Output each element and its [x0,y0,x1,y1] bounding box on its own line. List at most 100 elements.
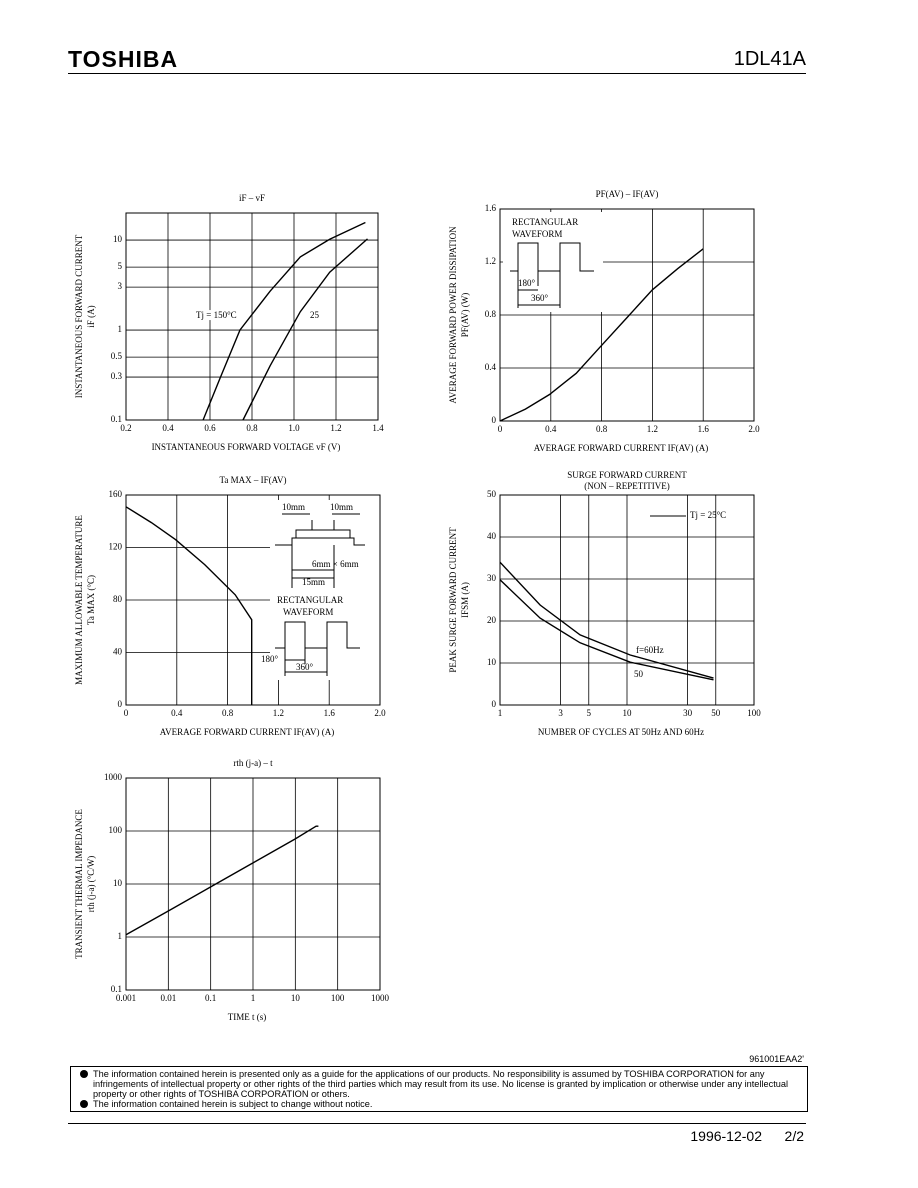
annotation: 10mm [282,502,305,512]
y-tick-label: 1000 [104,772,123,782]
x-tick-label: 1.4 [372,423,384,433]
x-tick-label: 10 [291,993,301,1003]
y-tick-label: 0.1 [111,414,122,424]
date: 1996-12-02 [690,1128,762,1144]
doc-code: 961001EAA2' [749,1054,804,1064]
annotation: RECTANGULAR [277,595,343,605]
y-tick-label: 10 [487,657,497,667]
y-tick-label: 0.3 [111,371,123,381]
plot-frame [499,494,755,706]
x-tick-label: 0.1 [205,993,216,1003]
x-axis-label: INSTANTANEOUS FORWARD VOLTAGE vF (V) [152,442,341,452]
y-tick-label: 10 [113,234,123,244]
y-tick-label: 1 [118,324,123,334]
curve [499,579,714,681]
diagram-line [275,529,365,546]
page-number: 2/2 [784,1128,804,1144]
y-tick-label: 0.1 [111,984,122,994]
x-tick-label: 0.8 [222,708,234,718]
y-tick-label: 1 [118,931,123,941]
y-axis-label: PF(AV) (W) [460,293,470,338]
x-tick-label: 0.001 [116,993,136,1003]
y-tick-label: 0.5 [111,351,123,361]
curve [125,825,319,936]
x-tick-label: 0.8 [246,423,258,433]
x-tick-label: 1.6 [324,708,336,718]
annotation: 360° [531,293,549,303]
plot-frame [499,208,755,422]
y-tick-label: 40 [113,647,123,657]
curve [242,238,368,421]
x-tick-label: 1.2 [330,423,341,433]
curve [125,506,253,705]
curve-label: Tj = 150°C [196,310,237,320]
y-tick-label: 10 [113,878,123,888]
y-tick-label: 160 [109,489,123,499]
label-bg [633,669,645,680]
y-axis-label: INSTANTANEOUS FORWARD CURRENT [74,234,84,398]
inset-area [503,212,603,312]
x-tick-label: 0.01 [160,993,176,1003]
chart-title: SURGE FORWARD CURRENT [567,470,687,480]
curve [499,248,704,422]
x-tick-label: 0.6 [204,423,216,433]
y-tick-label: 3 [118,281,123,291]
chart-subtitle: (NON – REPETITIVE) [584,481,669,491]
y-axis-label: TRANSIENT THERMAL IMPEDANCE [74,809,84,959]
y-axis-label: Ta MAX (°C) [86,575,96,625]
annotation: 180° [518,278,536,288]
y-tick-label: 120 [109,542,123,552]
x-axis-label: TIME t (s) [228,1012,267,1022]
chart-title: rth (j-a) – t [233,758,273,768]
x-tick-label: 0.2 [120,423,131,433]
y-tick-label: 0.8 [485,309,497,319]
y-tick-label: 50 [487,489,497,499]
annotation: RECTANGULAR [512,217,578,227]
x-tick-label: 1.2 [647,424,658,434]
y-tick-label: 40 [487,531,497,541]
x-tick-label: 1000 [371,993,390,1003]
plot-frame [125,777,381,991]
x-tick-label: 0.4 [171,708,183,718]
annotation: 15mm [302,577,325,587]
x-tick-label: 0 [498,424,503,434]
curve [499,561,714,679]
label-bg [635,645,665,656]
plot-frame [125,212,379,421]
y-tick-label: 1.6 [485,203,497,213]
label-bg [195,310,238,321]
y-tick-label: 30 [487,573,497,583]
curve-label: 50 [634,669,644,679]
y-tick-label: 0.4 [485,362,497,372]
label-bg [309,310,321,321]
x-tick-label: 2.0 [748,424,760,434]
notice: The information contained herein is pres… [79,1069,797,1099]
chart-title: PF(AV) – IF(AV) [596,189,659,199]
x-tick-label: 100 [747,708,761,718]
x-tick-label: 3 [558,708,563,718]
x-tick-label: 0.4 [162,423,174,433]
x-tick-label: 1 [251,993,256,1003]
x-axis-label: NUMBER OF CYCLES AT 50Hz AND 60Hz [538,727,704,737]
x-tick-label: 2.0 [374,708,386,718]
x-tick-label: 1.6 [698,424,710,434]
x-tick-label: 1.2 [273,708,284,718]
chart-title: iF – vF [239,193,265,203]
x-tick-label: 5 [587,708,592,718]
notice-box: The information contained herein is pres… [70,1066,808,1112]
x-tick-label: 30 [683,708,693,718]
x-axis-label: AVERAGE FORWARD CURRENT IF(AV) (A) [160,727,335,737]
y-axis-label: rth (j-a) (°C/W) [86,856,96,913]
notice: The information contained herein is subj… [79,1099,797,1109]
y-tick-label: 0 [118,699,123,709]
x-tick-label: 1.0 [288,423,300,433]
curve [202,221,366,421]
x-tick-label: 0 [124,708,129,718]
brand: TOSHIBA [68,46,179,72]
plot-frame [125,494,381,706]
curve-label: f=60Hz [636,645,664,655]
annotation: 10mm [330,502,353,512]
x-tick-label: 50 [711,708,721,718]
annotation: 360° [296,662,314,672]
